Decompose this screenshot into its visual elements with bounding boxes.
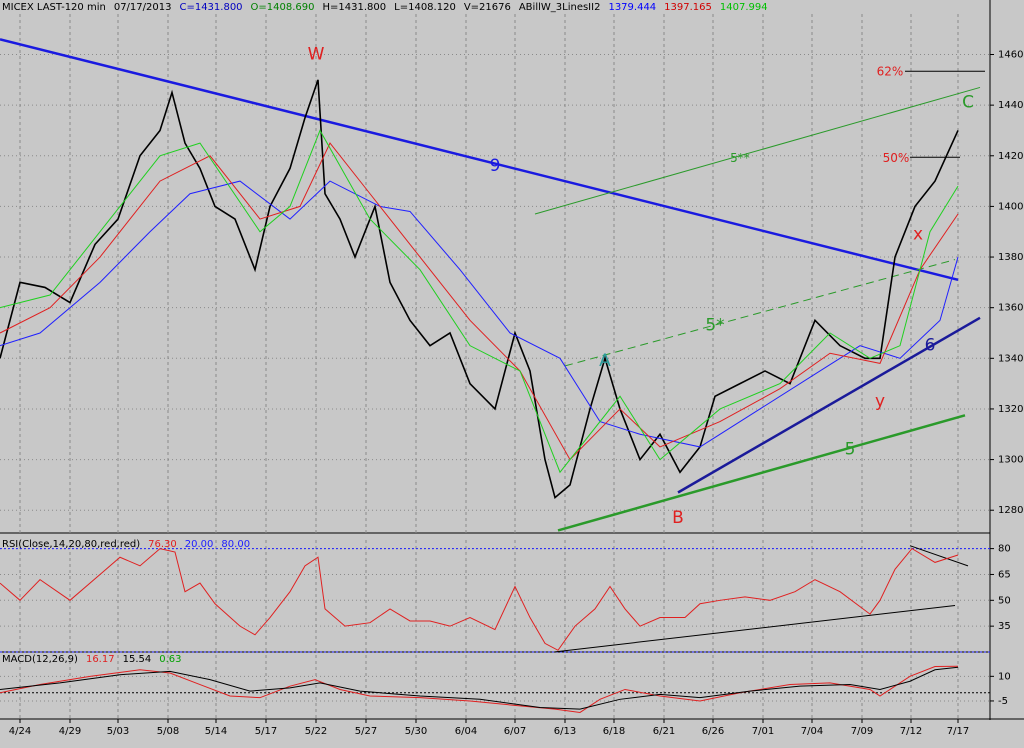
header-text: 16.17 [86, 654, 115, 665]
x-tick-label: 6/07 [504, 726, 526, 737]
y-tick-label: 1460 [998, 50, 1023, 61]
y-tick-label: 35 [998, 621, 1011, 632]
y-tick-label: -5 [998, 696, 1008, 707]
y-tick-label: 50 [998, 595, 1011, 606]
annotation: 62% [877, 65, 904, 79]
annotation: 5* [705, 315, 724, 335]
annotation: 5 [845, 439, 856, 459]
x-tick-label: 5/08 [157, 726, 179, 737]
x-tick-label: 6/04 [455, 726, 477, 737]
x-tick-label: 6/26 [702, 726, 724, 737]
y-tick-label: 1320 [998, 404, 1023, 415]
x-tick-label: 5/30 [405, 726, 427, 737]
header-text: MICEX LAST-120 min [2, 2, 106, 13]
header-text: 15.54 [123, 654, 152, 665]
trend-line [677, 316, 981, 494]
x-tick-label: 5/03 [107, 726, 129, 737]
x-tick-label: 5/27 [355, 726, 377, 737]
y-tick-label: 1360 [998, 303, 1023, 314]
header-text: MACD(12,26,9) [2, 654, 78, 665]
y-tick-label: 80 [998, 544, 1011, 555]
header-text: 1397.165 [664, 2, 712, 13]
annotation: 5** [730, 151, 750, 165]
trend-line [0, 38, 959, 282]
x-tick-label: 4/24 [9, 726, 31, 737]
y-tick-label: 1420 [998, 151, 1023, 162]
header-text: 0.63 [159, 654, 181, 665]
annotation: 6 [925, 336, 936, 356]
y-tick-label: 10 [998, 671, 1011, 682]
x-tick-label: 5/22 [305, 726, 327, 737]
y-tick-label: 1380 [998, 252, 1023, 263]
header-text: 07/17/2013 [114, 2, 172, 13]
x-tick-label: 6/13 [554, 726, 576, 737]
header-text: 1379.444 [608, 2, 656, 13]
series-line [0, 180, 959, 448]
trend-line [534, 86, 981, 215]
annotation: 50% [883, 151, 910, 165]
trend-line [557, 414, 966, 532]
header-text: V=21676 [464, 2, 511, 13]
annotation: B [672, 508, 684, 528]
trend-line [564, 259, 956, 367]
annotation: 9 [490, 156, 501, 176]
header-text: ABillW_3LinesII2 [519, 2, 601, 13]
y-tick-label: 65 [998, 569, 1011, 580]
x-tick-label: 7/01 [752, 726, 774, 737]
header-text: 80.00 [221, 539, 250, 550]
x-tick-label: 7/09 [851, 726, 873, 737]
x-tick-label: 7/12 [900, 726, 922, 737]
header-text: O=1408.690 [251, 2, 315, 13]
header-text: C=1431.800 [179, 2, 242, 13]
y-tick-label: 1400 [998, 201, 1023, 212]
y-tick-label: 1440 [998, 100, 1023, 111]
header-text: 76.30 [148, 539, 177, 550]
header-text: 1407.994 [720, 2, 768, 13]
trend-line [909, 545, 969, 567]
series-line [0, 142, 959, 461]
x-tick-label: 6/18 [603, 726, 625, 737]
annotation: y [875, 391, 885, 411]
y-tick-label: 1340 [998, 353, 1023, 364]
x-tick-label: 7/17 [947, 726, 969, 737]
x-tick-label: 6/21 [653, 726, 675, 737]
annotation: W [308, 45, 325, 65]
x-tick-label: 5/14 [205, 726, 227, 737]
annotation: x [913, 224, 923, 244]
trend-line [554, 604, 956, 653]
x-tick-label: 5/17 [255, 726, 277, 737]
series-line [0, 547, 959, 651]
annotation: C [962, 93, 974, 113]
series-line [0, 79, 959, 499]
y-tick-label: 1280 [998, 505, 1023, 516]
header-text: L=1408.120 [394, 2, 456, 13]
header-text: 20.00 [185, 539, 214, 550]
y-tick-label: 1300 [998, 455, 1023, 466]
header-text: RSI(Close,14,20,80,red,red) [2, 539, 140, 550]
header-text: H=1431.800 [323, 2, 387, 13]
x-tick-label: 7/04 [801, 726, 823, 737]
series-line [0, 666, 959, 710]
series-line [0, 129, 959, 474]
annotation: A [599, 351, 611, 371]
x-tick-label: 4/29 [59, 726, 81, 737]
